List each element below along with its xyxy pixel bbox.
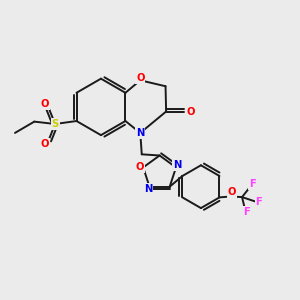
Text: O: O bbox=[135, 162, 144, 172]
Text: N: N bbox=[173, 160, 182, 170]
Text: S: S bbox=[52, 119, 59, 129]
Text: O: O bbox=[136, 73, 145, 83]
Text: N: N bbox=[144, 184, 152, 194]
Text: F: F bbox=[249, 179, 256, 189]
Text: F: F bbox=[256, 196, 262, 206]
Text: O: O bbox=[186, 106, 195, 116]
Text: O: O bbox=[41, 99, 49, 109]
Text: O: O bbox=[228, 187, 236, 197]
Text: F: F bbox=[243, 207, 250, 217]
Text: O: O bbox=[41, 139, 49, 149]
Text: N: N bbox=[136, 128, 145, 138]
